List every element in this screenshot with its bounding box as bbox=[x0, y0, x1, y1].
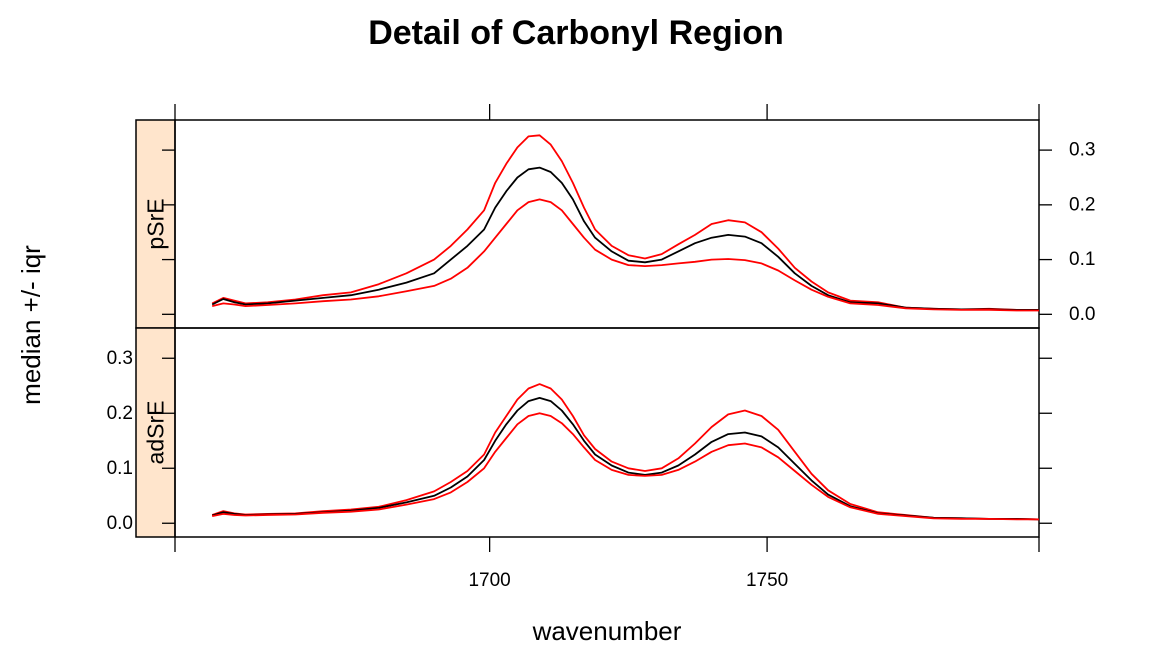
x-tick-label: 1700 bbox=[468, 570, 510, 591]
panel-frame-pSrE bbox=[174, 119, 1040, 329]
y-tick-label: 0.2 bbox=[107, 403, 133, 424]
y-tick-label: 0.0 bbox=[107, 513, 133, 534]
y-tick-label: 0.0 bbox=[1069, 304, 1095, 325]
chart-title: Detail of Carbonyl Region bbox=[368, 14, 784, 52]
series-line-adSrE-upper bbox=[211, 383, 1040, 521]
strip-label-adSrE: adSrE bbox=[143, 401, 169, 465]
series-line-adSrE-median bbox=[211, 397, 1040, 521]
x-axis-label: wavenumber bbox=[532, 616, 682, 646]
x-tick-label: 1750 bbox=[746, 570, 788, 591]
series-line-pSrE-lower bbox=[211, 198, 1039, 312]
panel-pSrE: pSrE 0.0 0.1 0.2 0.3 bbox=[135, 119, 1095, 329]
series-line-adSrE-lower bbox=[212, 412, 1039, 521]
strip-label-pSrE: pSrE bbox=[143, 198, 169, 249]
series-line-pSrE-median bbox=[211, 166, 1039, 311]
series-line-pSrE-upper bbox=[211, 134, 1039, 311]
strip-adSrE bbox=[135, 327, 176, 538]
y-tick-label: 0.3 bbox=[1069, 140, 1095, 161]
y-tick-label: 0.1 bbox=[107, 458, 133, 479]
y-tick-label: 0.1 bbox=[1069, 249, 1095, 270]
strip-pSrE bbox=[135, 119, 176, 329]
panel-adSrE: adSrE 0.0 0.1 0.2 0.3 bbox=[107, 327, 1052, 538]
y-tick-label: 0.3 bbox=[107, 348, 133, 369]
y-tick-label: 0.2 bbox=[1069, 194, 1095, 215]
plot-area: pSrE 0.0 0.1 0.2 0.3 adSrE 0.0 0.1 0.2 0.3 1700 175… bbox=[107, 104, 1095, 591]
panel-frame-adSrE bbox=[174, 327, 1040, 538]
y-axis-label: median +/- iqr bbox=[16, 245, 46, 405]
